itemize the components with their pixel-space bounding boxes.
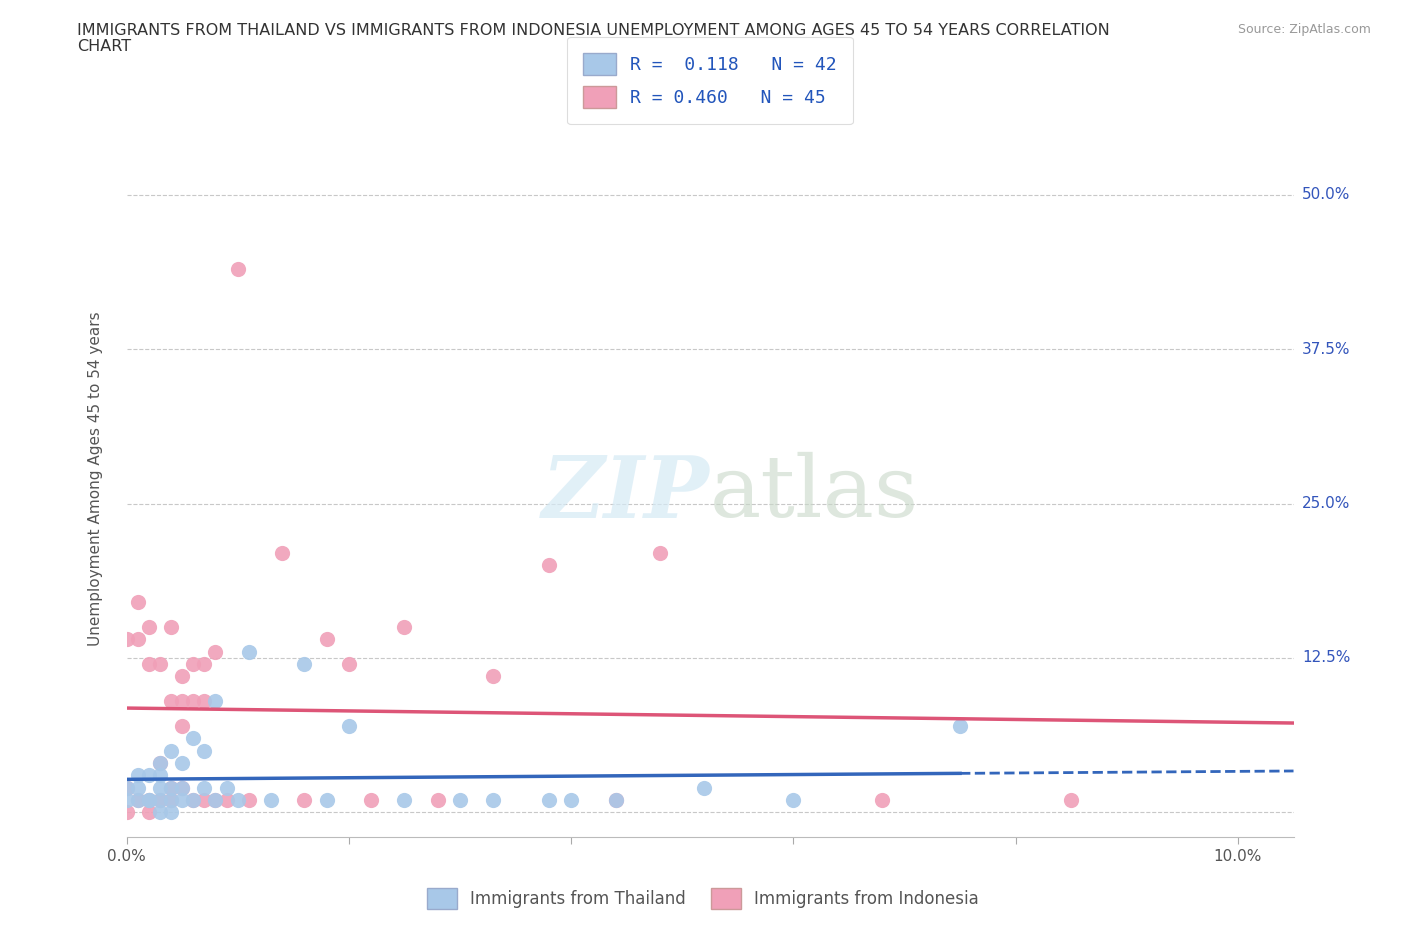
Point [872, 792, 894, 807]
Point [138, 792, 160, 807]
Point [115, 792, 138, 807]
Point [605, 792, 627, 807]
Point [127, 792, 149, 807]
Point [292, 657, 315, 671]
Point [127, 632, 149, 647]
Point [138, 768, 160, 783]
Legend: R =  0.118   N = 42, R = 0.460   N = 45: R = 0.118 N = 42, R = 0.460 N = 45 [567, 37, 853, 125]
Point [782, 792, 804, 807]
Point [160, 804, 183, 819]
Point [226, 261, 249, 276]
Point [160, 743, 183, 758]
Point [160, 780, 183, 795]
Point [115, 632, 138, 647]
Point [315, 792, 337, 807]
Point [115, 780, 138, 795]
Point [193, 694, 215, 709]
Point [127, 792, 149, 807]
Point [172, 755, 194, 770]
Text: 37.5%: 37.5% [1302, 342, 1350, 357]
Point [394, 619, 416, 634]
Point [138, 657, 160, 671]
Point [193, 657, 215, 671]
Point [172, 780, 194, 795]
Point [260, 792, 283, 807]
Point [426, 792, 449, 807]
Text: 12.5%: 12.5% [1302, 650, 1350, 666]
Point [160, 694, 183, 709]
Point [160, 619, 183, 634]
Point [160, 780, 183, 795]
Point [193, 792, 215, 807]
Legend: Immigrants from Thailand, Immigrants from Indonesia: Immigrants from Thailand, Immigrants fro… [419, 880, 987, 917]
Point [149, 657, 172, 671]
Point [449, 792, 471, 807]
Text: 50.0%: 50.0% [1302, 188, 1350, 203]
Point [127, 768, 149, 783]
Text: Source: ZipAtlas.com: Source: ZipAtlas.com [1237, 23, 1371, 36]
Point [181, 792, 204, 807]
Point [215, 792, 238, 807]
Text: ZIP: ZIP [543, 452, 710, 535]
Point [181, 657, 204, 671]
Text: IMMIGRANTS FROM THAILAND VS IMMIGRANTS FROM INDONESIA UNEMPLOYMENT AMONG AGES 45: IMMIGRANTS FROM THAILAND VS IMMIGRANTS F… [77, 23, 1111, 38]
Point [226, 792, 249, 807]
Point [315, 632, 337, 647]
Point [193, 743, 215, 758]
Point [149, 755, 172, 770]
Point [172, 694, 194, 709]
Point [149, 792, 172, 807]
Point [127, 780, 149, 795]
Point [605, 792, 627, 807]
Point [172, 719, 194, 734]
Point [537, 558, 560, 573]
Point [160, 792, 183, 807]
Point [172, 780, 194, 795]
Text: 25.0%: 25.0% [1302, 496, 1350, 512]
Point [271, 546, 294, 561]
Point [127, 595, 149, 610]
Text: CHART: CHART [77, 39, 131, 54]
Point [215, 780, 238, 795]
Point [394, 792, 416, 807]
Point [204, 792, 226, 807]
Point [238, 792, 260, 807]
Point [648, 546, 671, 561]
Point [693, 780, 716, 795]
Point [138, 804, 160, 819]
Point [337, 719, 360, 734]
Point [238, 644, 260, 659]
Point [181, 731, 204, 746]
Point [172, 792, 194, 807]
Point [138, 792, 160, 807]
Point [138, 619, 160, 634]
Point [181, 792, 204, 807]
Point [537, 792, 560, 807]
Point [292, 792, 315, 807]
Point [149, 804, 172, 819]
Point [204, 644, 226, 659]
Point [149, 768, 172, 783]
Text: atlas: atlas [710, 452, 920, 535]
Point [482, 792, 505, 807]
Point [181, 694, 204, 709]
Point [149, 780, 172, 795]
Point [149, 755, 172, 770]
Point [115, 780, 138, 795]
Point [560, 792, 582, 807]
Point [204, 694, 226, 709]
Point [482, 669, 505, 684]
Y-axis label: Unemployment Among Ages 45 to 54 years: Unemployment Among Ages 45 to 54 years [89, 312, 103, 646]
Point [360, 792, 382, 807]
Point [160, 792, 183, 807]
Point [949, 719, 972, 734]
Point [204, 792, 226, 807]
Point [172, 669, 194, 684]
Point [138, 792, 160, 807]
Point [149, 792, 172, 807]
Point [115, 804, 138, 819]
Point [1060, 792, 1083, 807]
Point [337, 657, 360, 671]
Point [193, 780, 215, 795]
